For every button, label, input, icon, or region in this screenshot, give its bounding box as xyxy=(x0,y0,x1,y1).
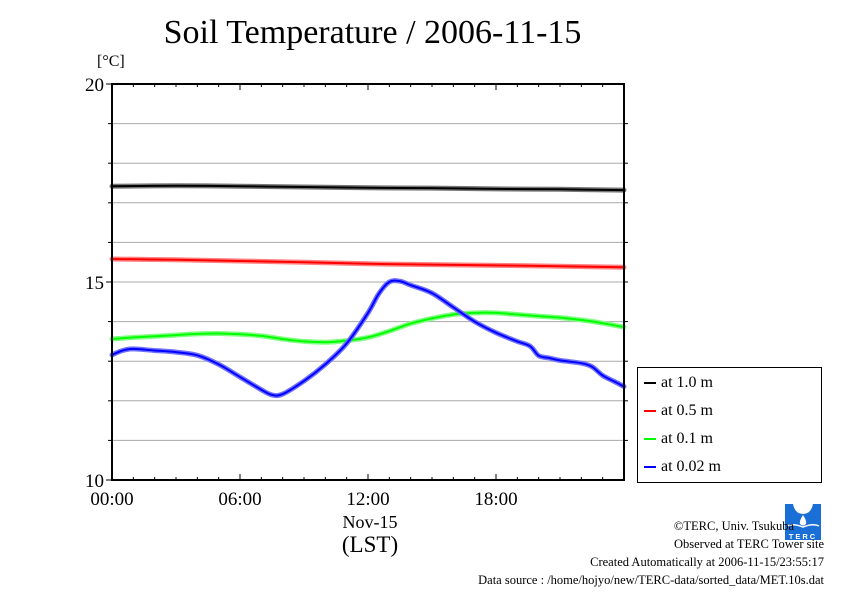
observed-text: Observed at TERC Tower site xyxy=(673,537,824,551)
y-tick-label: 20 xyxy=(85,75,104,96)
chart-title: Soil Temperature / 2006-11-15 xyxy=(163,14,582,51)
series-line xyxy=(111,258,625,269)
x-tick-label: 12:00 xyxy=(346,489,389,510)
x-axis-date-label: Nov-15 xyxy=(342,512,398,532)
logo-text: TERC xyxy=(789,532,817,540)
legend-item: at 0.02 m xyxy=(644,456,721,478)
y-tick-label: 10 xyxy=(85,471,104,492)
legend-label: at 1.0 m xyxy=(661,374,713,391)
y-tick-label: 15 xyxy=(85,273,104,294)
series-line xyxy=(111,184,625,192)
series-line xyxy=(111,311,625,344)
created-text: Created Automatically at 2006-11-15/23:5… xyxy=(590,555,824,569)
series-lines xyxy=(109,183,627,399)
grid-lines xyxy=(112,123,624,441)
x-tick-label: 00:00 xyxy=(90,489,133,510)
tick-labels: 10 15 20 00:00 06:00 12:00 18:00 xyxy=(85,75,518,510)
copyright-text: ©TERC, Univ. Tsukuba xyxy=(673,519,794,533)
series-line xyxy=(111,279,625,397)
data-source-text: Data source : /home/hojyo/new/TERC-data/… xyxy=(478,573,824,587)
legend-label: at 0.1 m xyxy=(661,430,713,447)
x-axis-timezone-label: (LST) xyxy=(341,532,399,557)
y-axis-unit-label: [°C] xyxy=(97,53,125,70)
legend-swatch xyxy=(644,382,656,384)
x-tick-label: 18:00 xyxy=(474,489,517,510)
legend-swatch xyxy=(644,466,656,468)
legend-item: at 0.5 m xyxy=(644,400,713,422)
x-tick-label: 06:00 xyxy=(218,489,261,510)
legend-swatch xyxy=(644,438,656,440)
plot-frame xyxy=(111,83,625,481)
legend-label: at 0.02 m xyxy=(661,458,721,475)
legend-swatch xyxy=(644,410,656,412)
legend-item: at 1.0 m xyxy=(644,372,713,394)
legend-label: at 0.5 m xyxy=(661,402,713,419)
legend-item: at 0.1 m xyxy=(644,428,713,450)
legend: at 1.0 m at 0.5 m at 0.1 m at 0.02 m xyxy=(637,367,822,483)
terc-logo: TERC xyxy=(785,504,821,540)
